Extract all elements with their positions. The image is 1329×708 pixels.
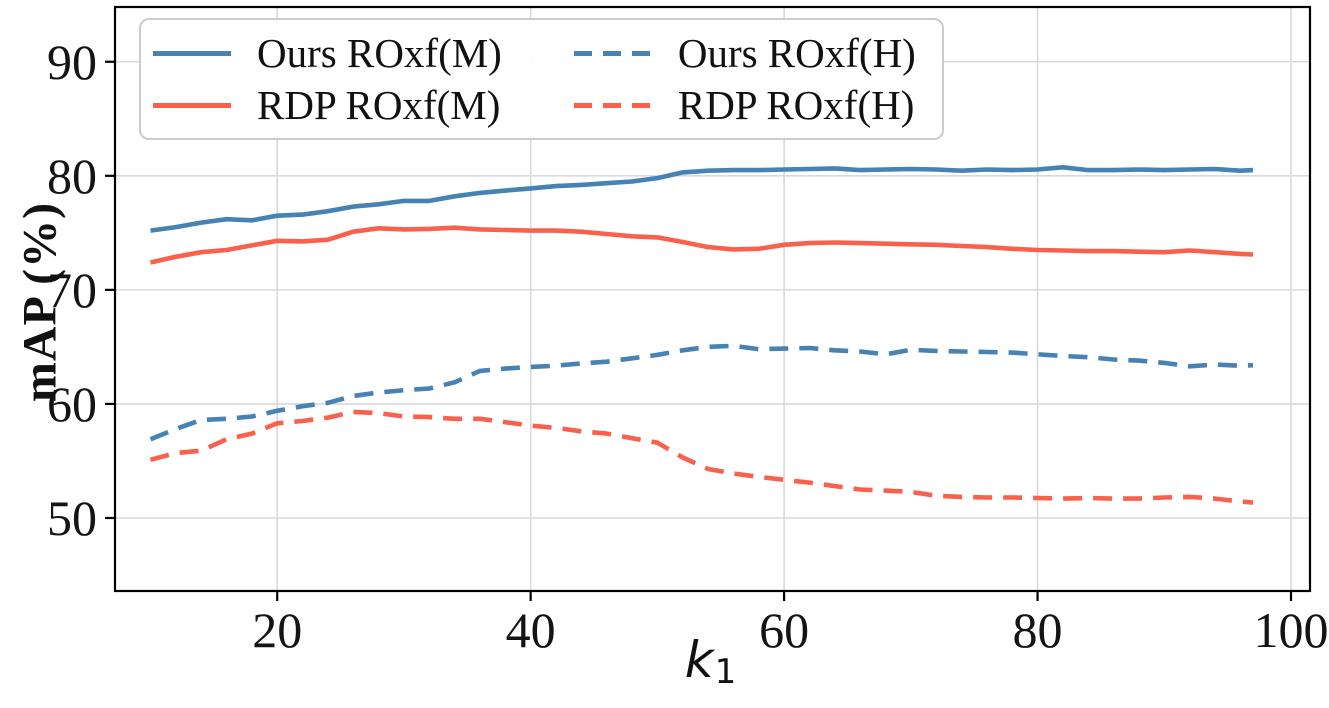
x-tick-label-80: 80 (1013, 602, 1063, 658)
legend-label-ours-roxf-h: Ours ROxf(H) (677, 30, 916, 76)
axes-frame (113, 5, 1312, 593)
legend-label-ours-roxf-m: Ours ROxf(M) (257, 30, 502, 76)
series-line-ours-roxf-m (150, 165, 1254, 233)
y-tick-label-60: 60 (47, 376, 97, 432)
y-axis-label: mAP (%) (13, 201, 67, 403)
y-tick-label-80: 80 (47, 148, 97, 204)
y-tick-label-70: 70 (47, 262, 97, 318)
legend-entry-ours-roxf-h: Ours ROxf(H) (573, 28, 916, 78)
series-line-rdp-roxf-h (149, 409, 1254, 505)
legend-entry-rdp-roxf-m: RDP ROxf(M) (153, 80, 502, 130)
series-line-rdp-roxf-m (149, 225, 1254, 265)
x-tick-label-60: 60 (759, 602, 809, 658)
legend: Ours ROxf(M) RDP ROxf(M) Ours ROxf(H) RDP R… (139, 18, 944, 140)
legend-swatch-dashed-rdp-roxf-h (573, 102, 652, 108)
x-tick-label-20: 20 (252, 602, 302, 658)
x-axis-label-subscript: 1 (714, 652, 737, 692)
legend-label-rdp-roxf-m: RDP ROxf(M) (257, 82, 501, 128)
x-axis-label: k1 (684, 631, 737, 692)
legend-swatch-solid-rdp-roxf-m (153, 102, 231, 108)
legend-entry-ours-roxf-m: Ours ROxf(M) (153, 28, 502, 78)
y-tick-label-90: 90 (47, 34, 97, 90)
legend-entry-rdp-roxf-h: RDP ROxf(H) (573, 80, 916, 130)
x-axis-label-base: k (684, 631, 714, 689)
y-tick-label-50: 50 (47, 490, 97, 546)
legend-swatch-dashed-ours-roxf-h (573, 50, 652, 56)
series-line-ours-roxf-h (149, 343, 1254, 442)
legend-swatch-solid-ours-roxf-m (153, 50, 231, 56)
x-tick-label-40: 40 (506, 602, 556, 658)
x-tick-label-100: 100 (1253, 602, 1328, 658)
legend-label-rdp-roxf-h: RDP ROxf(H) (677, 82, 915, 128)
